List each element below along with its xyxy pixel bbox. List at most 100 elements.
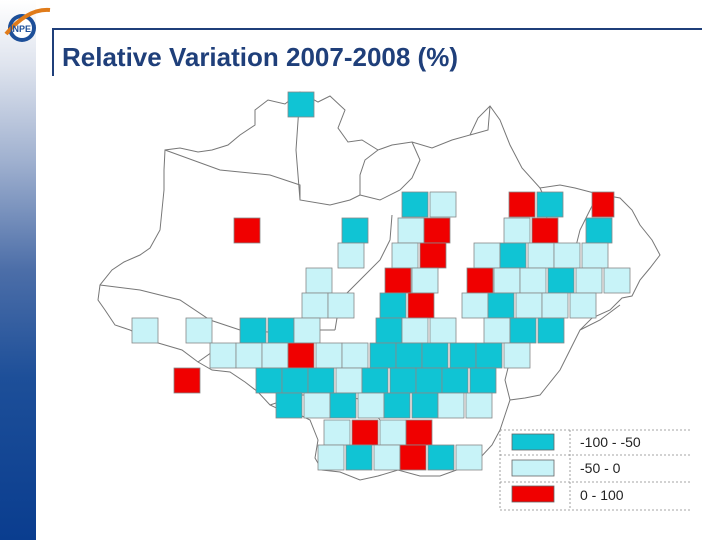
grid-cell xyxy=(569,292,597,319)
grid-cell xyxy=(429,191,457,218)
grid-cell xyxy=(421,342,449,369)
grid-cell xyxy=(397,217,425,244)
legend-swatch-increase xyxy=(511,485,555,503)
grid-cell xyxy=(411,267,439,294)
grid-cell xyxy=(407,292,435,319)
grid-cell xyxy=(449,342,477,369)
grid-cell xyxy=(537,317,565,344)
grid-cell xyxy=(341,342,369,369)
grid-cell xyxy=(399,444,427,471)
outer-boundary xyxy=(97,91,661,481)
grid-cell xyxy=(373,444,401,471)
grid-cell xyxy=(429,317,457,344)
grid-cell xyxy=(515,292,543,319)
state-line-11 xyxy=(579,304,621,331)
grid-cell xyxy=(437,392,465,419)
grid-cell xyxy=(345,444,373,471)
grid-cell xyxy=(553,242,581,269)
grid-cell xyxy=(233,217,261,244)
grid-cell xyxy=(379,419,407,446)
legend-swatch-low-decrease xyxy=(511,459,555,477)
grid-cell xyxy=(351,419,379,446)
grid-cell xyxy=(209,342,237,369)
grid-cell xyxy=(287,342,315,369)
grid-cell xyxy=(411,392,439,419)
grid-cell xyxy=(401,317,429,344)
grid-cell xyxy=(487,292,515,319)
grid-cell xyxy=(581,242,609,269)
state-line-3 xyxy=(359,149,379,195)
state-line-12 xyxy=(469,105,491,136)
grid-cell xyxy=(575,267,603,294)
grid-cell xyxy=(585,217,613,244)
grid-cell xyxy=(466,267,494,294)
grid-cell xyxy=(469,367,497,394)
grid-cell xyxy=(405,419,433,446)
grid-cell xyxy=(275,392,303,419)
grid-cell xyxy=(473,242,501,269)
legend-label-low-decrease: -50 - 0 xyxy=(580,460,621,476)
grid-cell xyxy=(335,367,363,394)
grid-cell xyxy=(461,292,489,319)
grid-cell xyxy=(329,392,357,419)
grid-cell xyxy=(519,267,547,294)
grid-cell xyxy=(301,292,329,319)
legend-swatch-high-decrease xyxy=(511,433,555,451)
left-gradient-bar xyxy=(0,0,36,540)
grid-cell xyxy=(395,342,423,369)
grid-cell xyxy=(531,217,559,244)
grid-cells xyxy=(131,91,631,471)
grid-cell xyxy=(465,392,493,419)
legend-label-increase: 0 - 100 xyxy=(580,487,624,503)
title-frame-horizontal xyxy=(52,28,702,30)
grid-cell xyxy=(173,367,201,394)
state-line-1 xyxy=(164,149,301,200)
title-frame-vertical xyxy=(52,28,54,76)
grid-cell xyxy=(508,191,536,218)
grid-cell xyxy=(323,419,351,446)
grid-cell xyxy=(315,342,343,369)
grid-cell xyxy=(427,444,455,471)
grid-cell xyxy=(317,444,345,471)
grid-cell xyxy=(375,317,403,344)
grid-cell xyxy=(239,317,267,344)
grid-cell xyxy=(391,242,419,269)
grid-cell xyxy=(423,217,451,244)
grid-cell xyxy=(369,342,397,369)
grid-cell xyxy=(389,367,417,394)
legend-label-high-decrease: -100 - -50 xyxy=(580,434,641,450)
grid-cell xyxy=(361,367,389,394)
grid-cell xyxy=(503,217,531,244)
grid-cell xyxy=(341,217,369,244)
grid-cell xyxy=(493,267,521,294)
grid-cell xyxy=(235,342,263,369)
grid-cell xyxy=(293,317,321,344)
grid-cell xyxy=(185,317,213,344)
grid-cell xyxy=(547,267,575,294)
grid-cell xyxy=(527,242,555,269)
logo-text: INPE xyxy=(10,24,31,34)
grid-cell xyxy=(483,317,511,344)
grid-cell xyxy=(327,292,355,319)
grid-cell xyxy=(384,267,412,294)
grid-cell xyxy=(255,367,283,394)
inpe-logo-icon: INPE xyxy=(4,7,51,42)
grid-cell xyxy=(419,242,447,269)
grid-cell xyxy=(287,91,315,118)
grid-cell xyxy=(603,267,631,294)
grid-cell xyxy=(509,317,537,344)
grid-cell xyxy=(591,191,615,218)
grid-cell xyxy=(383,392,411,419)
grid-cell xyxy=(357,392,385,419)
grid-cell xyxy=(415,367,443,394)
grid-cell xyxy=(541,292,569,319)
grid-cell xyxy=(499,242,527,269)
grid-cell xyxy=(261,342,289,369)
grid-cell xyxy=(131,317,159,344)
state-line-4 xyxy=(359,141,421,201)
grid-cell xyxy=(303,392,331,419)
grid-cell xyxy=(441,367,469,394)
grid-cell xyxy=(475,342,503,369)
grid-cell xyxy=(307,367,335,394)
